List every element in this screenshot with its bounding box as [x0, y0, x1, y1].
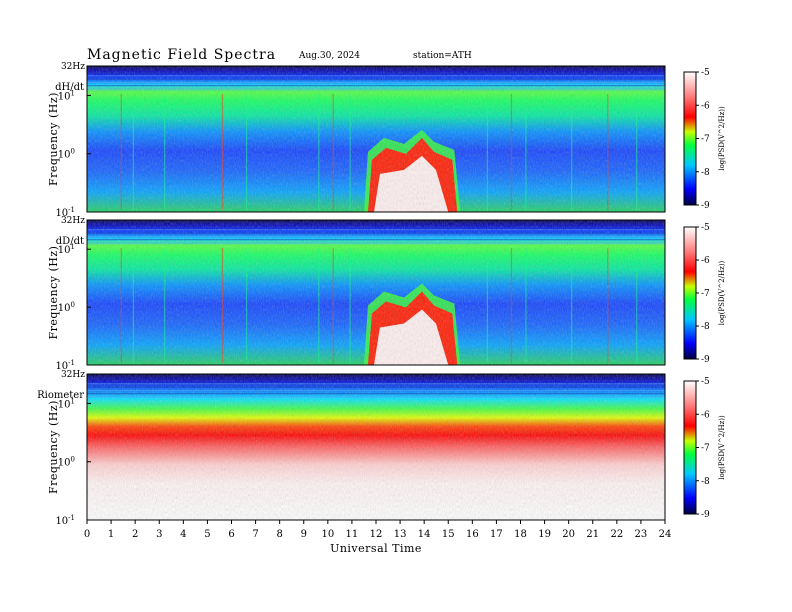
figure-date: Aug.30, 2024 [298, 51, 360, 61]
station-label: station=ATH [413, 51, 472, 61]
x-tick-label: 22 [610, 529, 623, 540]
x-tick-label: 19 [538, 529, 551, 540]
x-tick-label: 15 [442, 529, 455, 540]
colorbar-tick-label: -8 [701, 322, 710, 332]
panel-frame [86, 219, 666, 366]
y-tick-label: 32Hz [61, 370, 85, 380]
spectrogram-image [87, 220, 665, 365]
x-tick-label: 16 [466, 529, 479, 540]
panel-label: dH/dt [55, 82, 84, 93]
x-tick-label: 3 [156, 529, 162, 540]
colorbar [683, 226, 697, 360]
x-tick-label: 6 [228, 529, 234, 540]
x-tick-label: 4 [180, 529, 186, 540]
colorbar-label: log(PSD(V^2/Hz)) [718, 415, 726, 480]
colorbar-tick-label: -9 [701, 510, 710, 520]
colorbar-tick-label: -7 [701, 135, 710, 145]
x-tick-label: 23 [635, 529, 648, 540]
colorbar [683, 71, 697, 206]
x-tick-label: 8 [276, 529, 282, 540]
x-tick-label: 21 [586, 529, 599, 540]
panel-label: dD/dt [56, 236, 84, 247]
x-tick-label: 2 [132, 529, 138, 540]
colorbar-tick-label: -9 [701, 201, 710, 211]
spectrogram-image [87, 374, 665, 520]
colorbar-tick-label: -5 [701, 377, 710, 387]
x-tick-label: 10 [321, 529, 334, 540]
x-tick-label: 5 [204, 529, 210, 540]
colorbar-tick-label: -9 [701, 355, 710, 365]
x-axis-label: Universal Time [330, 542, 422, 555]
y-axis-label: Frequency (Hz) [47, 92, 60, 186]
x-tick-label: 17 [490, 529, 503, 540]
colorbar-tick-label: -6 [701, 410, 710, 420]
x-tick-label: 0 [84, 529, 90, 540]
colorbar-tick-label: -5 [701, 223, 710, 233]
colorbar-tick-label: -6 [701, 101, 710, 111]
panel-frame [86, 65, 666, 213]
x-tick-label: 24 [659, 529, 672, 540]
y-axis-label: Frequency (Hz) [47, 246, 60, 340]
x-tick-label: 9 [301, 529, 307, 540]
colorbar-tick-label: -6 [701, 256, 710, 266]
x-tick-label: 13 [394, 529, 407, 540]
y-tick-label: 100 [58, 456, 75, 469]
y-tick-label: 10-1 [55, 514, 75, 527]
panel-label: Riometer [37, 390, 84, 401]
y-tick-label: 100 [58, 148, 75, 161]
x-tick-label: 11 [346, 529, 359, 540]
colorbar-tick-label: -8 [701, 477, 710, 487]
colorbar-tick-label: -5 [701, 68, 710, 78]
x-tick-label: 7 [252, 529, 258, 540]
y-tick-label: 32Hz [61, 216, 85, 226]
spectrogram-image [87, 66, 665, 212]
colorbar-tick-label: -7 [701, 444, 710, 454]
y-axis-label: Frequency (Hz) [47, 400, 60, 494]
x-tick-label: 12 [370, 529, 383, 540]
colorbar-tick-label: -8 [701, 168, 710, 178]
x-tick-label: 18 [514, 529, 527, 540]
figure-title: Magnetic Field Spectra [87, 47, 276, 63]
colorbar [683, 380, 697, 515]
y-tick-label: 100 [58, 301, 75, 314]
colorbar-label: log(PSD(V^2/Hz)) [718, 106, 726, 171]
y-tick-label: 32Hz [61, 62, 85, 72]
x-axis: 0 1 2 3 4 5 6 7 8 9 10 11 12 13 14 15 16 17 18 19 20 21 22 23 24 [84, 520, 672, 540]
colorbar-label: log(PSD(V^2/Hz)) [718, 260, 726, 325]
x-tick-label: 14 [418, 529, 431, 540]
x-tick-label: 1 [108, 529, 114, 540]
x-tick-label: 20 [562, 529, 575, 540]
colorbar-tick-label: -7 [701, 289, 710, 299]
